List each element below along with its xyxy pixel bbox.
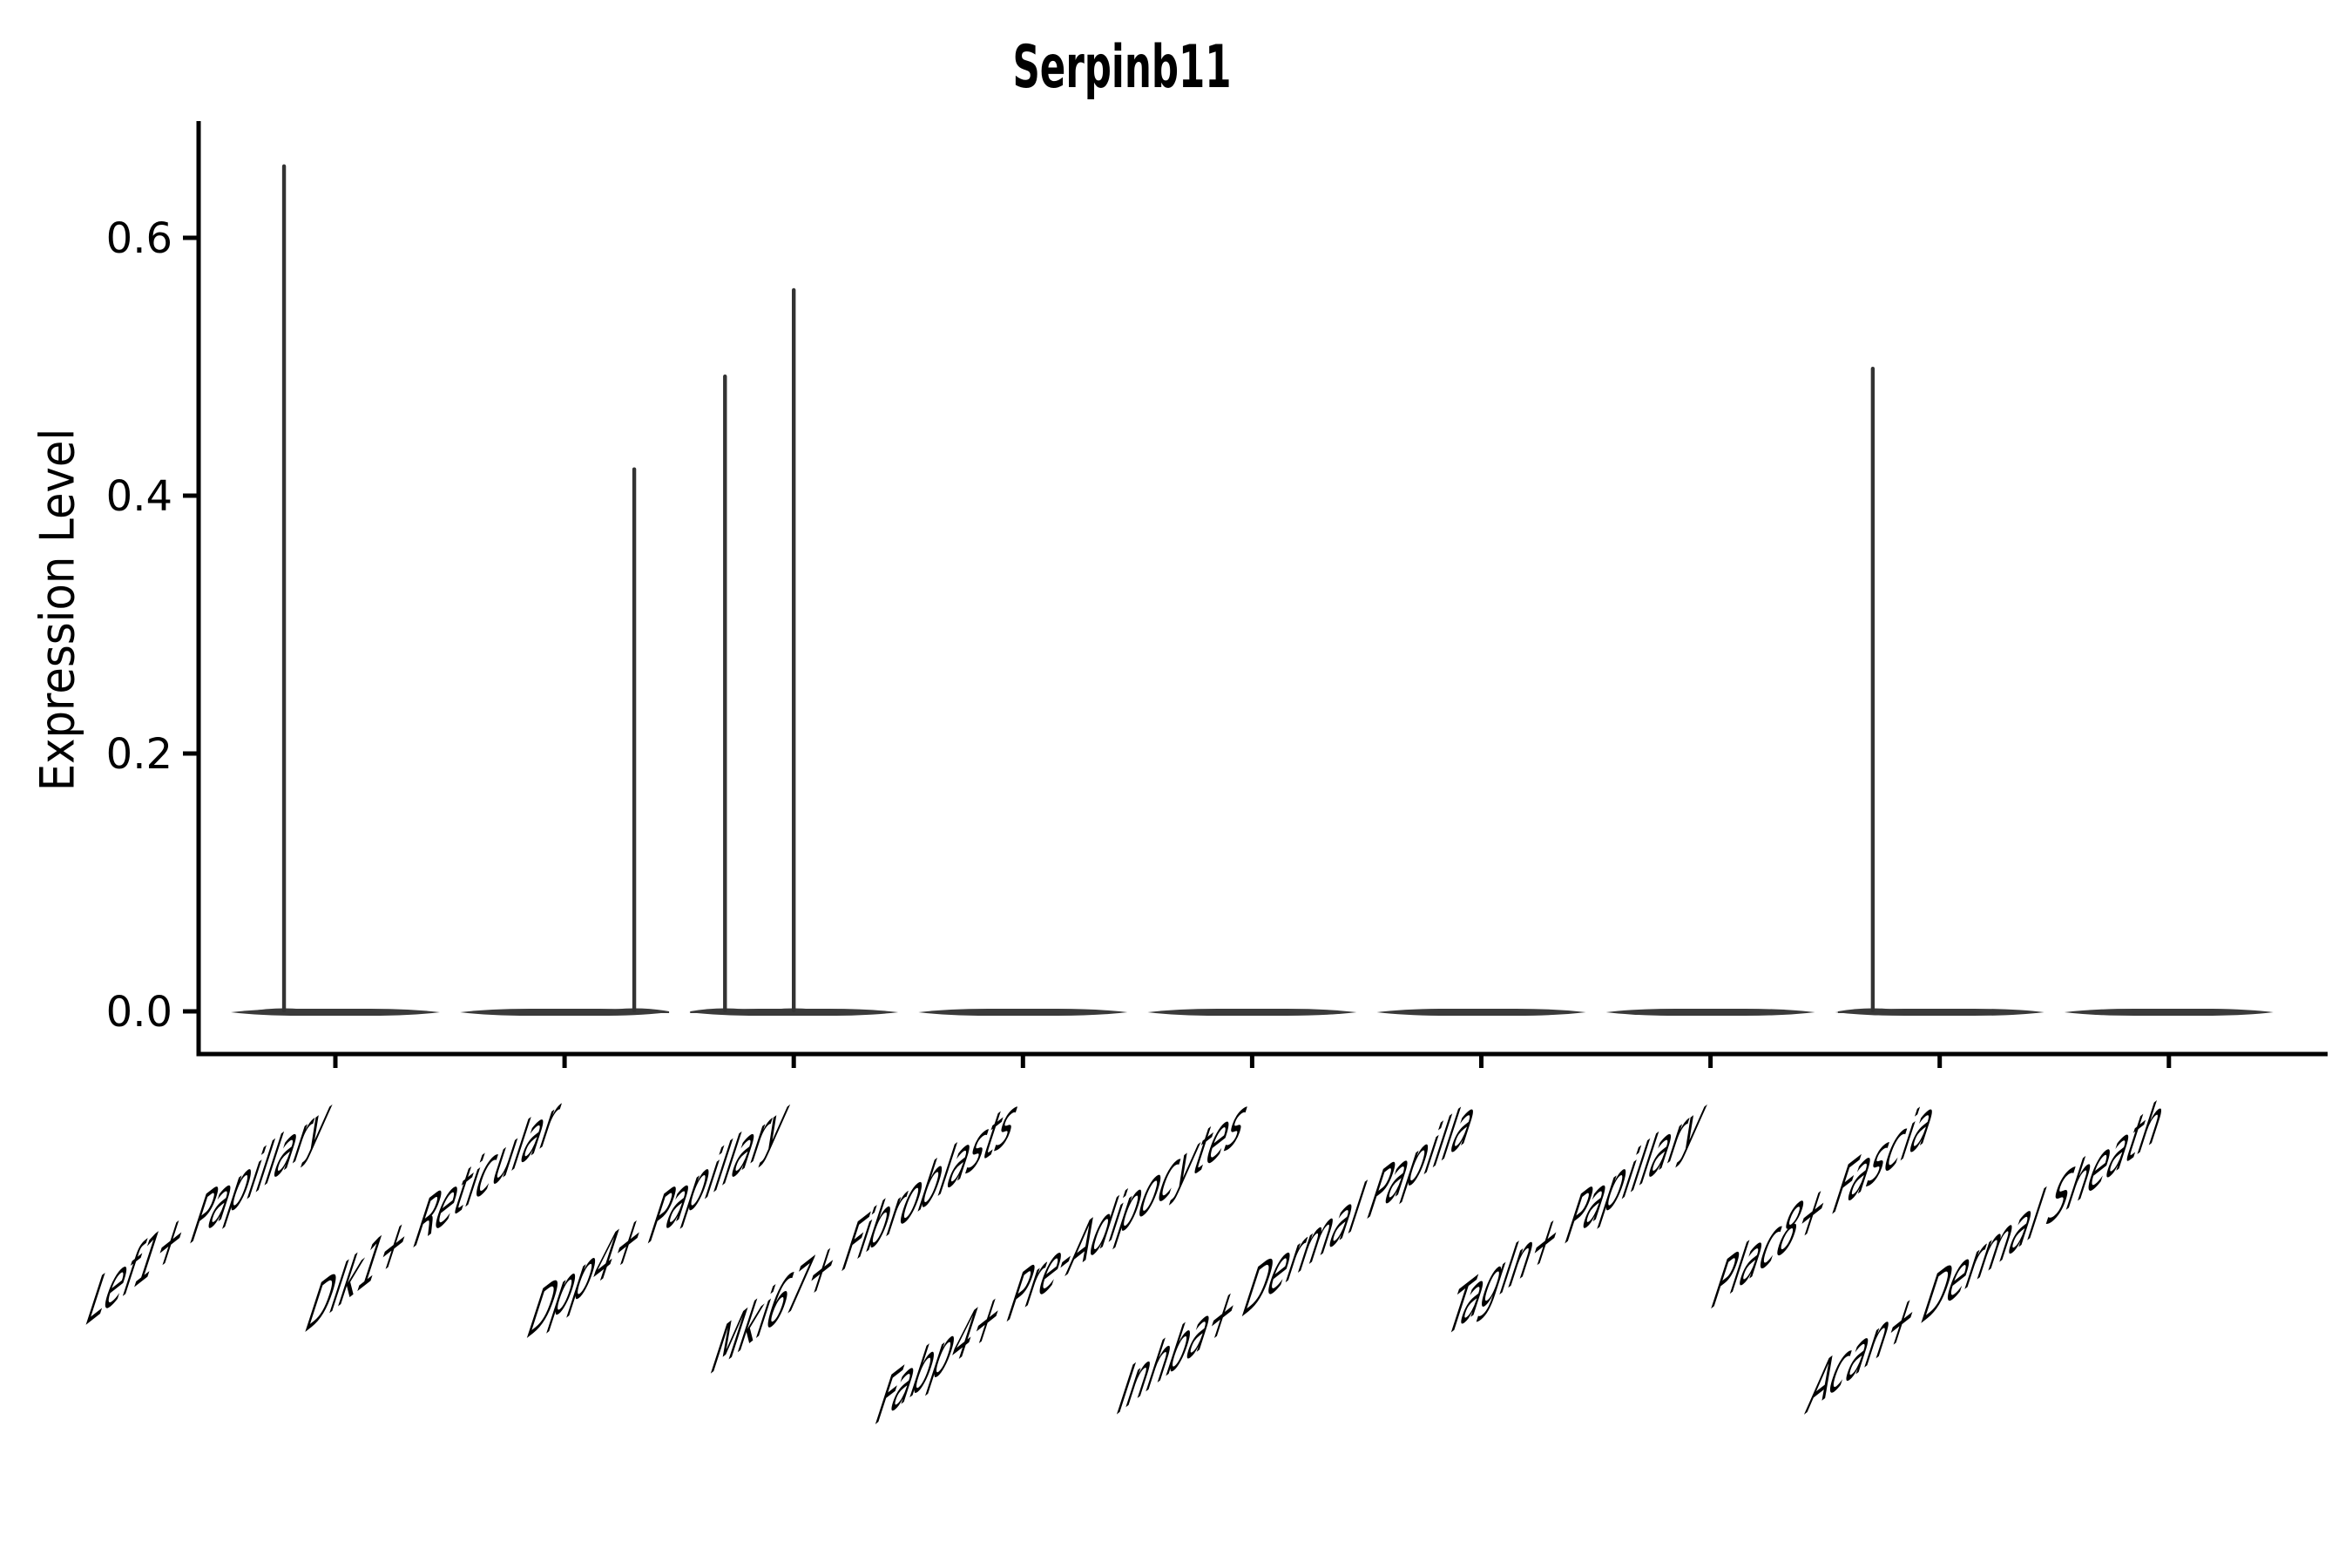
violin-spike <box>792 287 796 1013</box>
y-tick-label: 0.6 <box>106 214 172 263</box>
violin-body <box>1376 1009 1586 1016</box>
violin-body <box>918 1009 1128 1016</box>
y-tick-label: 0.2 <box>106 730 172 779</box>
violin-spike <box>632 467 637 1012</box>
violin-spike <box>1870 367 1876 1012</box>
violin-spike <box>723 374 727 1012</box>
violin-body <box>2064 1009 2274 1016</box>
violin-body <box>1605 1009 1815 1016</box>
chart-title: Serpinb11 <box>1012 33 1232 102</box>
violin-body <box>1147 1009 1357 1016</box>
violin-spike <box>281 164 287 1012</box>
y-tick-label: 0.0 <box>106 988 172 1037</box>
y-tick-label: 0.4 <box>106 472 172 521</box>
